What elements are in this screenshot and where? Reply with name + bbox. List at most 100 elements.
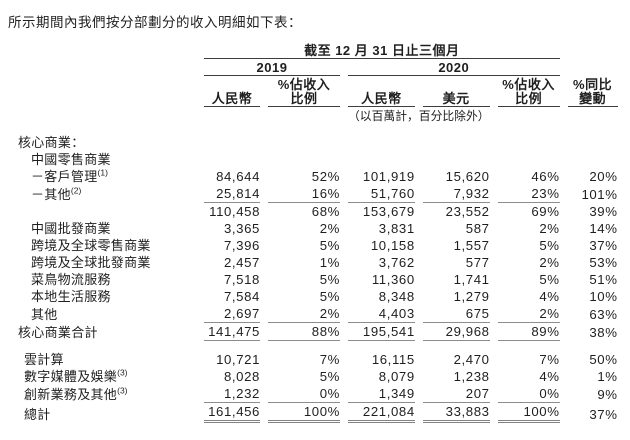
header-yoy: %同比 變動 [567, 76, 618, 107]
cell-rmb_2020 [348, 134, 415, 151]
cell-rmb_2020: 3,831 [378, 221, 415, 236]
row-label: 菜鳥物流服務 [31, 272, 111, 287]
row-label: 中國批發商業 [31, 221, 111, 236]
cell-rmb_2020: 153,679 [362, 204, 415, 219]
cell-yoy: 1% [597, 369, 618, 384]
cell-pct_2019: 1% [319, 255, 340, 270]
cell-rmb_2019: 141,475 [204, 323, 260, 341]
cell-pct_2020: 5% [539, 238, 560, 253]
cell-rmb_2019: 8,028 [223, 369, 260, 384]
cell-pct_2019: 16% [268, 185, 340, 203]
cell-yoy: 51% [589, 272, 618, 287]
cell-pct_2020: 7% [539, 352, 560, 367]
table-rows: 核心商業： 中國零售商業 －客戶管理(1) 84,644 52% 101,919 15,62… [16, 134, 618, 423]
header-year-2020: 2020 [348, 59, 560, 76]
cell-rmb_2020: 51,760 [348, 185, 415, 203]
cell-rmb_2019: 1,232 [204, 385, 260, 403]
cell-rmb_2019: 2,457 [223, 255, 260, 270]
table-row: －其他(2) 25,814 16% 51,760 7,932 23% 101% [16, 185, 618, 203]
cell-usd_2020: 577 [465, 255, 490, 270]
cell-usd_2020: 675 [422, 305, 490, 323]
header-usd-2020: 美元 [422, 76, 490, 107]
cell-pct_2020 [498, 134, 560, 151]
document-page: 所示期間內我們按分部劃分的收入明細如下表： 截至 12 月 31 日止三個月 2… [8, 15, 618, 423]
cell-rmb_2019: 25,814 [204, 185, 260, 203]
row-label: 本地生活服務 [31, 289, 111, 304]
cell-yoy [568, 134, 618, 151]
table-row: －客戶管理(1) 84,644 52% 101,919 15,620 46% 20% [16, 168, 618, 185]
cell-yoy: 10% [589, 289, 618, 304]
cell-rmb_2020: 8,079 [378, 369, 415, 384]
row-label: 其他 [31, 307, 58, 322]
empty-cell [16, 107, 196, 124]
cell-yoy: 53% [589, 255, 618, 270]
units-note-row: （以百萬計，百分比除外） [16, 107, 618, 124]
cell-pct_2019: 2% [319, 221, 340, 236]
header-pct-2020: %佔收入 比例 [497, 76, 560, 107]
empty-cell [16, 59, 196, 76]
cell-rmb_2020: 4,403 [348, 305, 415, 323]
cell-yoy: 37% [589, 407, 618, 422]
table-row: 創新業務及其他(3) 1,232 0% 1,349 207 0% 9% [16, 385, 618, 403]
cell-pct_2019: 52% [311, 169, 340, 184]
row-label: 創新業務及其他(3) [24, 385, 128, 402]
cell-pct_2019: 68% [311, 204, 340, 219]
cell-yoy: 39% [589, 204, 618, 219]
spacer-cell [16, 341, 618, 351]
cell-rmb_2020: 195,541 [348, 323, 415, 341]
cell-rmb_2020 [348, 151, 415, 168]
cell-pct_2020 [498, 151, 560, 168]
cell-pct_2019: 7% [319, 352, 340, 367]
footnote-marker: (3) [117, 385, 128, 396]
row-label: －客戶管理(1) [31, 167, 108, 184]
cell-rmb_2020: 3,762 [378, 255, 415, 270]
header-rmb-2019: 人民幣 [204, 76, 260, 107]
empty-cell [568, 42, 618, 59]
cell-usd_2020: 1,238 [453, 369, 490, 384]
cell-rmb_2020: 221,084 [348, 403, 415, 423]
cell-rmb_2020: 1,349 [348, 385, 415, 403]
cell-rmb_2019: 161,456 [204, 403, 260, 423]
spacer-cell [16, 124, 618, 134]
cell-rmb_2019 [204, 134, 260, 151]
year-header-row: 2019 2020 [16, 59, 618, 76]
corner-cell [16, 42, 196, 59]
cell-rmb_2019 [204, 151, 260, 168]
cell-pct_2019: 5% [319, 272, 340, 287]
spacer-row [16, 124, 618, 134]
cell-yoy: 14% [589, 221, 618, 236]
cell-pct_2019: 5% [319, 369, 340, 384]
table-row: 本地生活服務 7,584 5% 8,348 1,279 4% 10% [16, 288, 618, 305]
empty-cell [568, 59, 618, 76]
cell-usd_2020: 15,620 [445, 169, 490, 184]
row-label: －其他(2) [31, 185, 82, 202]
cell-pct_2020: 89% [497, 323, 560, 341]
row-label: 總計 [24, 407, 51, 422]
cell-yoy: 63% [589, 307, 618, 322]
cell-yoy: 50% [589, 352, 618, 367]
cell-rmb_2019: 10,721 [216, 352, 260, 367]
cell-usd_2020 [423, 151, 490, 168]
units-note: （以百萬計，百分比除外） [348, 109, 490, 123]
cell-pct_2020: 2% [539, 255, 560, 270]
cell-pct_2020: 4% [539, 369, 560, 384]
table-row: 中國零售商業 [16, 151, 618, 168]
cell-yoy [568, 151, 618, 168]
cell-pct_2019: 0% [268, 385, 340, 403]
header-rmb-2019-label: 人民幣 [211, 91, 253, 106]
cell-rmb_2019: 7,584 [223, 289, 260, 304]
cell-pct_2019: 100% [268, 403, 340, 423]
cell-rmb_2020: 10,158 [370, 238, 415, 253]
column-header-row: 人民幣 %佔收入 比例 人民幣 美元 %佔收入 比例 %同比 變動 [16, 76, 618, 107]
header-rmb-2020-label: 人民幣 [361, 91, 402, 106]
spacer-row [16, 341, 618, 351]
cell-usd_2020: 587 [465, 221, 490, 236]
cell-usd_2020: 33,883 [422, 403, 490, 423]
cell-pct_2020: 23% [497, 185, 560, 203]
cell-usd_2020: 2,470 [453, 352, 490, 367]
table-row: 其他 2,697 2% 4,403 675 2% 63% [16, 305, 618, 323]
cell-yoy: 9% [597, 387, 618, 402]
cell-pct_2019: 88% [268, 323, 340, 341]
cell-pct_2020: 100% [497, 403, 560, 423]
cell-pct_2019: 5% [319, 289, 340, 304]
